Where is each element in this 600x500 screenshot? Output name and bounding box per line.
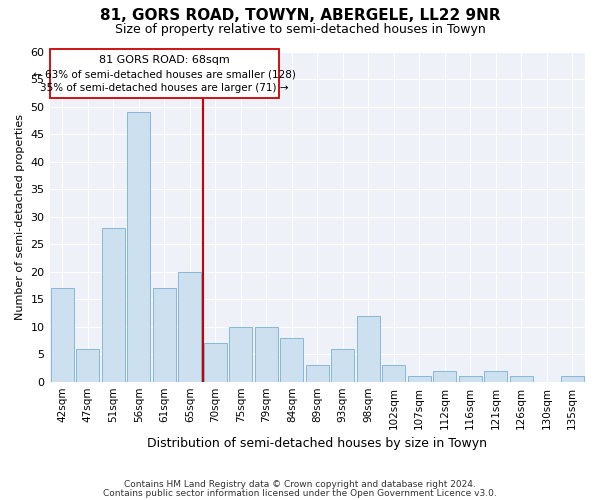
Bar — [76, 348, 99, 382]
Text: 35% of semi-detached houses are larger (71) →: 35% of semi-detached houses are larger (… — [40, 84, 289, 94]
Text: Contains public sector information licensed under the Open Government Licence v3: Contains public sector information licen… — [103, 488, 497, 498]
Text: Size of property relative to semi-detached houses in Towyn: Size of property relative to semi-detach… — [115, 22, 485, 36]
Text: ← 63% of semi-detached houses are smaller (128): ← 63% of semi-detached houses are smalle… — [33, 70, 296, 80]
Text: 81, GORS ROAD, TOWYN, ABERGELE, LL22 9NR: 81, GORS ROAD, TOWYN, ABERGELE, LL22 9NR — [100, 8, 500, 22]
Bar — [255, 326, 278, 382]
Bar — [433, 370, 456, 382]
Text: 81 GORS ROAD: 68sqm: 81 GORS ROAD: 68sqm — [99, 55, 230, 65]
Bar — [102, 228, 125, 382]
Bar — [382, 365, 405, 382]
Bar — [459, 376, 482, 382]
Bar — [127, 112, 150, 382]
Y-axis label: Number of semi-detached properties: Number of semi-detached properties — [15, 114, 25, 320]
Bar — [153, 288, 176, 382]
Bar — [357, 316, 380, 382]
Bar — [280, 338, 303, 382]
Bar — [510, 376, 533, 382]
Bar — [51, 288, 74, 382]
X-axis label: Distribution of semi-detached houses by size in Towyn: Distribution of semi-detached houses by … — [147, 437, 487, 450]
Bar — [331, 348, 354, 382]
Bar — [229, 326, 252, 382]
Text: Contains HM Land Registry data © Crown copyright and database right 2024.: Contains HM Land Registry data © Crown c… — [124, 480, 476, 489]
Bar — [408, 376, 431, 382]
Bar — [306, 365, 329, 382]
Bar — [204, 343, 227, 382]
Bar — [484, 370, 507, 382]
FancyBboxPatch shape — [50, 48, 279, 98]
Bar — [178, 272, 201, 382]
Bar — [561, 376, 584, 382]
